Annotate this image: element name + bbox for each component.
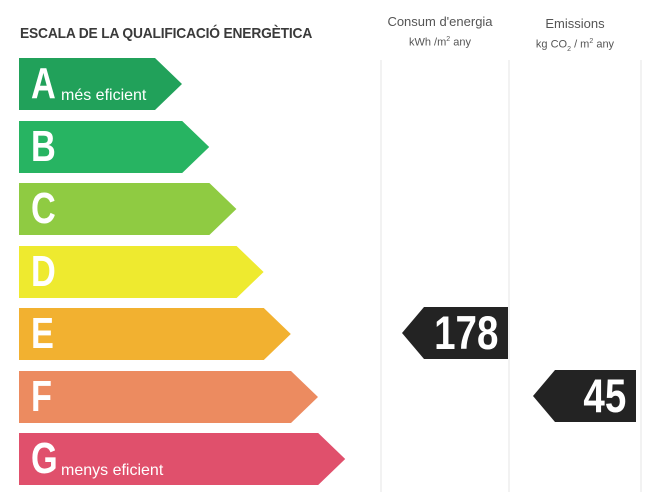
rating-row-e: E	[19, 308, 291, 360]
rating-arrow-c	[19, 183, 237, 235]
emissions-column-label: Emissions	[545, 16, 605, 31]
rating-letter: A	[31, 59, 56, 108]
rating-caption: menys eficient	[61, 462, 164, 479]
emissions-rating-marker: 45	[533, 370, 636, 422]
grid-divider	[508, 60, 510, 492]
energy-column-header: Consum d'energia kWh /m2 any	[380, 14, 500, 51]
grid-divider	[640, 60, 642, 492]
rating-row-b: B	[19, 120, 210, 173]
rating-caption: més eficient	[61, 87, 147, 104]
emissions-column-header: Emissions kg CO2 / m2 any	[515, 16, 635, 58]
rating-letter: C	[31, 184, 56, 233]
rating-row-c: C	[19, 183, 237, 235]
emissions-column-unit: kg CO2 / m2 any	[535, 38, 615, 53]
rating-arrow-f	[19, 370, 318, 423]
rating-letter: D	[31, 246, 56, 296]
rating-letter: B	[31, 121, 56, 171]
rating-letter: F	[31, 371, 52, 421]
rating-arrow-b	[19, 120, 210, 173]
rating-arrow-g	[19, 433, 346, 485]
rating-row-d: D	[19, 245, 264, 298]
rating-letter: E	[31, 309, 54, 358]
emissions-rating-value: 45	[583, 369, 626, 422]
rating-arrow-e	[19, 308, 291, 360]
rating-row-f: F	[19, 370, 318, 423]
energy-rating-marker: 178	[402, 307, 508, 359]
rating-arrow-d	[19, 245, 264, 298]
marker-arrow-shape	[533, 370, 636, 422]
grid-divider	[380, 60, 382, 492]
marker-arrow-shape	[402, 307, 508, 359]
page-title: ESCALA DE LA QUALIFICACIÓ ENERGÈTICA	[20, 25, 313, 42]
energy-column-unit: kWh /m2 any	[409, 36, 471, 49]
energy-rating-value: 178	[433, 306, 498, 359]
rating-letter: G	[31, 434, 58, 483]
rating-arrow-a	[19, 58, 182, 110]
energy-column-label: Consum d'energia	[387, 14, 493, 29]
